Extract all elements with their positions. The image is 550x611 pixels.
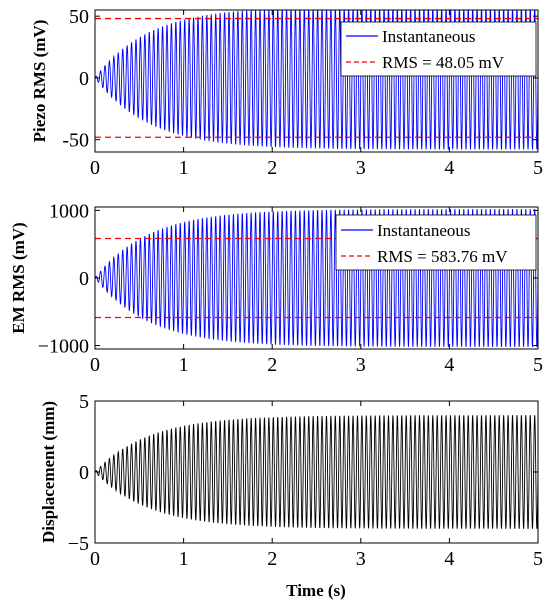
piezo-legend-box <box>340 21 537 77</box>
piezo-signal-group <box>95 10 538 150</box>
displacement-xtick-label: 1 <box>179 548 189 570</box>
displacement-xtick-label: 3 <box>356 548 366 570</box>
piezo-instantaneous-line <box>95 10 538 150</box>
piezo-ytick-label: 50 <box>69 6 89 28</box>
piezo-xtick-label: 3 <box>356 157 366 179</box>
displacement-ytick-label: 0 <box>79 462 89 484</box>
piezo-legend-label-instantaneous: Instantaneous <box>382 27 475 46</box>
time-xlabel: Time (s) <box>286 581 346 600</box>
displacement-xtick-label: 2 <box>267 548 277 570</box>
em-ylabel: EM RMS (mV) <box>9 222 28 333</box>
displacement-ticks: 0 1 2 3 4 5−505 <box>68 391 543 570</box>
displacement-xtick-label: 0 <box>90 548 100 570</box>
displacement-xtick-label: 5 <box>533 548 543 570</box>
em-legend-label-instantaneous: Instantaneous <box>377 221 470 240</box>
displacement-instantaneous-line <box>95 415 538 529</box>
em-ytick-label: 1000 <box>49 200 89 222</box>
em-xtick-label: 5 <box>533 354 543 376</box>
displacement-signal-group <box>95 415 538 529</box>
em-xtick-label: 0 <box>90 354 100 376</box>
piezo-ytick-label: 0 <box>79 68 89 90</box>
piezo-xtick-label: 1 <box>179 157 189 179</box>
piezo-xtick-label: 0 <box>90 157 100 179</box>
piezo-legend-label-rms: RMS = 48.05 mV <box>382 53 505 72</box>
piezo-rms-group <box>95 17 538 138</box>
panel-displacement: 0 1 2 3 4 5−505 Displacement (mm) Time (s) <box>39 391 543 600</box>
piezo-xtick-label: 2 <box>267 157 277 179</box>
em-legend-box <box>335 214 537 271</box>
piezo-axes-frame <box>94 9 539 153</box>
displacement-ytick-label: 5 <box>79 391 89 413</box>
displacement-xtick-label: 4 <box>444 548 454 570</box>
em-xtick-label: 1 <box>179 354 189 376</box>
em-xtick-label: 4 <box>444 354 454 376</box>
em-xtick-label: 2 <box>267 354 277 376</box>
em-xtick-label: 3 <box>356 354 366 376</box>
piezo-ylabel: Piezo RMS (mV) <box>30 20 49 143</box>
em-legend: Instantaneous RMS = 583.76 mV <box>335 214 537 271</box>
piezo-xtick-label: 4 <box>444 157 454 179</box>
piezo-ytick-label: -50 <box>62 130 89 152</box>
em-ytick-label: 0 <box>79 268 89 290</box>
piezo-legend: Instantaneous RMS = 48.05 mV <box>340 21 537 77</box>
em-legend-label-rms: RMS = 583.76 mV <box>377 247 508 266</box>
em-ytick-label: −1000 <box>38 336 89 358</box>
piezo-xtick-label: 5 <box>533 157 543 179</box>
displacement-ytick-label: −5 <box>68 533 89 555</box>
em-rms-group <box>95 237 538 319</box>
displacement-ylabel: Displacement (mm) <box>39 401 58 543</box>
